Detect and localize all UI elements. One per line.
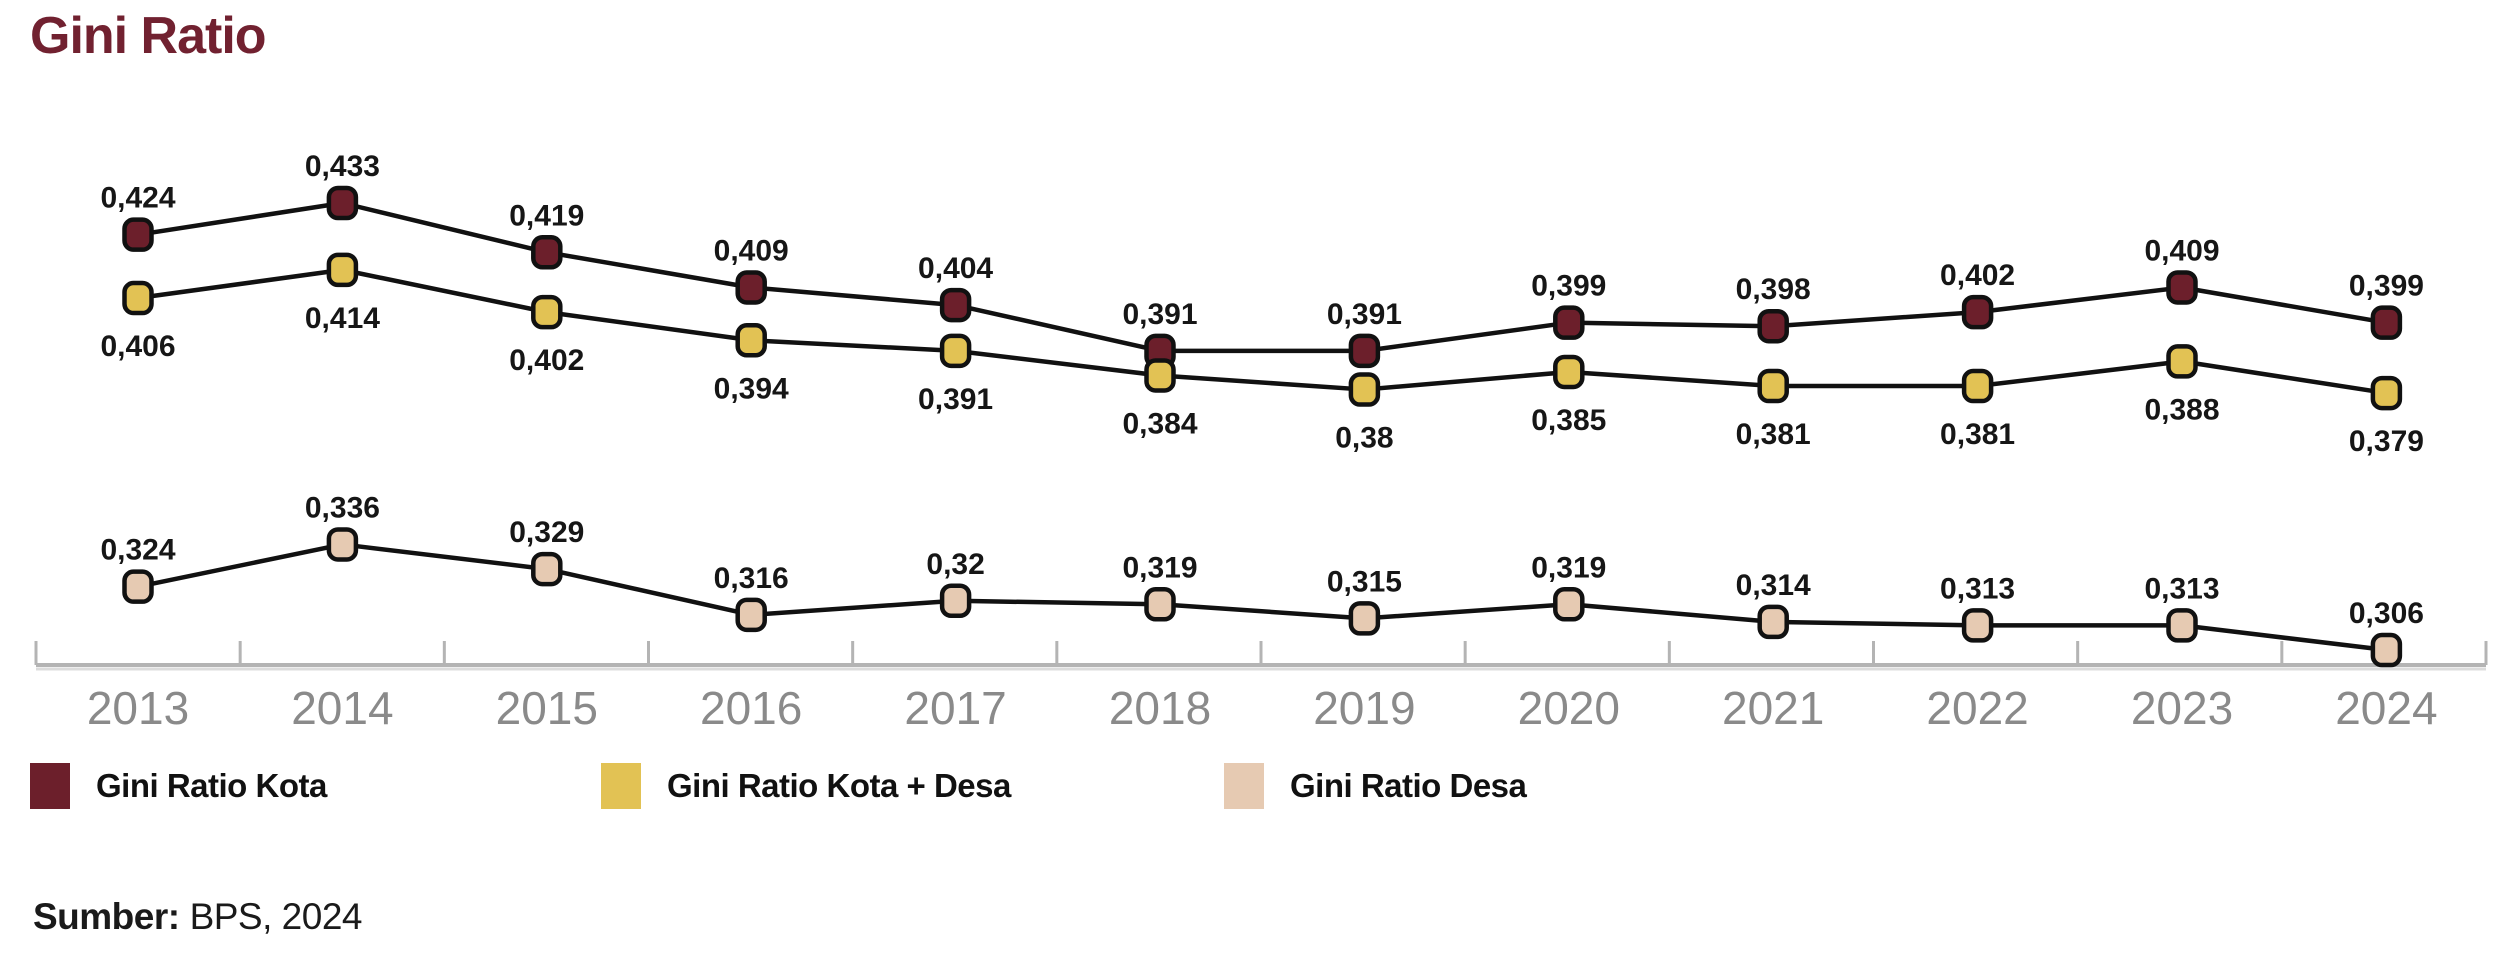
value-label-kota-2019: 0,391 — [1327, 298, 1402, 331]
value-label-desa-2024: 0,306 — [2349, 597, 2424, 630]
marker-desa-2022 — [1961, 608, 1994, 643]
value-label-kota-desa-2021: 0,381 — [1736, 418, 1811, 451]
x-axis-year-label: 2013 — [87, 682, 189, 734]
marker-desa-2015 — [531, 551, 563, 587]
x-axis-year-label: 2017 — [904, 682, 1006, 734]
marker-desa-2013 — [122, 569, 154, 604]
x-axis-year-label: 2018 — [1109, 682, 1211, 734]
marker-desa-2024 — [2370, 632, 2403, 668]
series-kota-desa: 0,406 0,414 0,402 0,394 0,391 0,384 0,38 0,385 0… — [100, 252, 2424, 458]
value-label-desa-2021: 0,314 — [1736, 569, 1811, 602]
marker-kota-2019 — [1348, 333, 1381, 369]
value-label-desa-2023: 0,313 — [2144, 572, 2219, 605]
value-label-kota-desa-2022: 0,381 — [1940, 418, 2015, 451]
value-label-desa-2018: 0,319 — [1122, 551, 1197, 584]
page-title: Gini Ratio — [30, 7, 267, 65]
x-axis-year-label: 2021 — [1722, 682, 1824, 734]
marker-desa-2016 — [735, 597, 767, 633]
marker-kota-2020 — [1553, 305, 1585, 340]
value-label-desa-2020: 0,319 — [1531, 551, 1606, 584]
marker-kota-2015 — [531, 235, 563, 270]
x-axis-year-label: 2023 — [2131, 682, 2233, 734]
marker-desa-2020 — [1553, 587, 1585, 622]
marker-kota-2014 — [326, 185, 359, 221]
value-label-desa-2019: 0,315 — [1327, 565, 1402, 598]
x-axis-year-label: 2024 — [2335, 682, 2437, 734]
marker-kota-desa-2020 — [1553, 354, 1585, 390]
marker-kota-desa-2019 — [1348, 372, 1381, 407]
marker-kota-desa-2013 — [122, 280, 154, 316]
value-label-kota-2014: 0,433 — [305, 150, 380, 183]
value-label-kota-desa-2018: 0,384 — [1122, 407, 1197, 440]
value-label-desa-2017: 0,32 — [926, 548, 984, 581]
value-label-kota-2016: 0,409 — [714, 234, 789, 267]
value-label-kota-2018: 0,391 — [1122, 298, 1197, 331]
value-label-kota-2020: 0,399 — [1531, 270, 1606, 303]
marker-kota-desa-2014 — [326, 252, 359, 288]
marker-desa-2018 — [1144, 587, 1176, 622]
marker-kota-desa-2018 — [1144, 358, 1176, 393]
series-line-kota-desa — [137, 267, 2387, 396]
series-kota: 0,424 0,433 0,419 0,409 0,404 0,391 0,391 0,399… — [100, 150, 2424, 369]
x-axis-year-label: 2015 — [496, 682, 598, 734]
value-label-kota-2015: 0,419 — [509, 199, 584, 232]
marker-desa-2021 — [1757, 604, 1789, 640]
value-label-kota-desa-2023: 0,388 — [2144, 393, 2219, 426]
marker-kota-desa-2017 — [939, 333, 972, 369]
source-note: Sumber: BPS, 2024 — [33, 896, 362, 938]
value-label-kota-2024: 0,399 — [2349, 270, 2424, 303]
marker-kota-2016 — [735, 270, 767, 305]
x-axis-year-label: 2022 — [1926, 682, 2028, 734]
series-line-kota — [137, 200, 2387, 354]
value-label-kota-2013: 0,424 — [100, 182, 175, 215]
value-label-desa-2013: 0,324 — [100, 534, 175, 567]
value-label-kota-desa-2019: 0,38 — [1335, 422, 1393, 455]
value-label-kota-desa-2015: 0,402 — [509, 344, 584, 377]
series-desa: 0,324 0,336 0,329 0,316 0,32 0,319 0,315 0,319 0… — [100, 491, 2424, 668]
x-axis: 2013 2014 2015 2016 2017 2018 2019 2020 2021 2022… — [34, 641, 2488, 734]
value-label-kota-2017: 0,404 — [918, 252, 993, 285]
marker-desa-2023 — [2166, 608, 2198, 643]
value-label-kota-desa-2014: 0,414 — [305, 302, 380, 335]
value-label-kota-2021: 0,398 — [1736, 273, 1811, 306]
marker-desa-2019 — [1348, 601, 1381, 636]
value-label-kota-desa-2016: 0,394 — [714, 372, 789, 405]
value-label-kota-desa-2017: 0,391 — [918, 383, 993, 416]
marker-kota-desa-2015 — [531, 294, 563, 330]
marker-kota-desa-2016 — [735, 323, 767, 358]
marker-kota-2023 — [2166, 270, 2198, 305]
value-label-kota-desa-2024: 0,379 — [2349, 425, 2424, 458]
x-axis-year-label: 2020 — [1518, 682, 1620, 734]
marker-kota-desa-2022 — [1961, 368, 1994, 404]
marker-kota-2017 — [939, 287, 972, 323]
marker-kota-2013 — [122, 217, 154, 252]
source-value: BPS, 2024 — [189, 896, 363, 937]
marker-kota-2024 — [2370, 305, 2403, 340]
source-label: Sumber: — [33, 896, 180, 937]
marker-desa-2017 — [939, 583, 972, 619]
x-axis-year-label: 2016 — [700, 682, 802, 734]
value-label-desa-2022: 0,313 — [1940, 572, 2015, 605]
series-line-desa — [137, 542, 2387, 653]
marker-kota-desa-2023 — [2166, 344, 2198, 379]
marker-kota-desa-2024 — [2370, 375, 2403, 411]
value-label-desa-2014: 0,336 — [305, 491, 380, 524]
value-label-kota-desa-2020: 0,385 — [1531, 404, 1606, 437]
marker-kota-desa-2021 — [1757, 368, 1789, 404]
value-label-kota-2023: 0,409 — [2144, 234, 2219, 267]
value-label-kota-desa-2013: 0,406 — [100, 330, 175, 363]
value-label-desa-2016: 0,316 — [714, 562, 789, 595]
marker-kota-2021 — [1757, 308, 1789, 344]
x-axis-year-label: 2019 — [1313, 682, 1415, 734]
x-axis-year-label: 2014 — [291, 682, 393, 734]
marker-kota-2022 — [1961, 294, 1994, 330]
marker-desa-2014 — [326, 527, 359, 562]
value-label-kota-2022: 0,402 — [1940, 259, 2015, 292]
value-label-desa-2015: 0,329 — [509, 516, 584, 549]
